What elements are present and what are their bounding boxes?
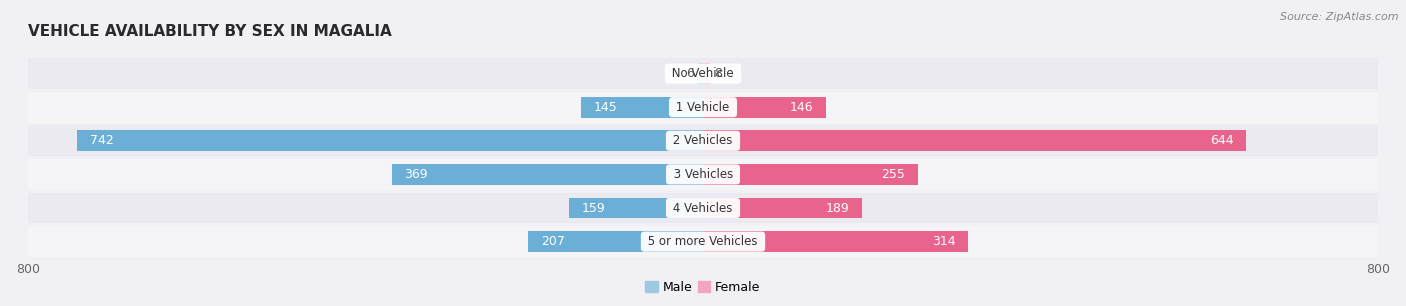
Bar [569, 198, 703, 218]
Bar [28, 159, 1378, 190]
Bar [28, 92, 1378, 123]
Text: 159: 159 [582, 202, 605, 215]
Text: 6: 6 [686, 67, 693, 80]
Text: 8: 8 [714, 67, 721, 80]
Bar [28, 226, 1378, 257]
Bar [703, 231, 967, 252]
Bar [28, 192, 1378, 223]
Text: 145: 145 [593, 101, 617, 114]
Bar [77, 130, 703, 151]
Bar [703, 97, 827, 118]
Text: 369: 369 [405, 168, 427, 181]
Text: VEHICLE AVAILABILITY BY SEX IN MAGALIA: VEHICLE AVAILABILITY BY SEX IN MAGALIA [28, 24, 392, 39]
Text: 189: 189 [827, 202, 849, 215]
Bar [28, 125, 1378, 156]
Text: 146: 146 [790, 101, 814, 114]
Text: 4 Vehicles: 4 Vehicles [669, 202, 737, 215]
Text: 255: 255 [882, 168, 905, 181]
Text: 314: 314 [932, 235, 955, 248]
Bar [697, 63, 703, 84]
Bar [392, 164, 703, 185]
Text: 742: 742 [90, 134, 114, 147]
Text: 2 Vehicles: 2 Vehicles [669, 134, 737, 147]
Bar [581, 97, 703, 118]
Text: 5 or more Vehicles: 5 or more Vehicles [644, 235, 762, 248]
Text: 1 Vehicle: 1 Vehicle [672, 101, 734, 114]
Text: No Vehicle: No Vehicle [668, 67, 738, 80]
Legend: Male, Female: Male, Female [641, 276, 765, 299]
Bar [529, 231, 703, 252]
Text: 207: 207 [541, 235, 565, 248]
Text: 3 Vehicles: 3 Vehicles [669, 168, 737, 181]
Bar [703, 164, 918, 185]
Bar [703, 130, 1246, 151]
Bar [28, 58, 1378, 89]
Bar [703, 63, 710, 84]
Bar [703, 198, 862, 218]
Text: 644: 644 [1211, 134, 1233, 147]
Text: Source: ZipAtlas.com: Source: ZipAtlas.com [1281, 12, 1399, 22]
